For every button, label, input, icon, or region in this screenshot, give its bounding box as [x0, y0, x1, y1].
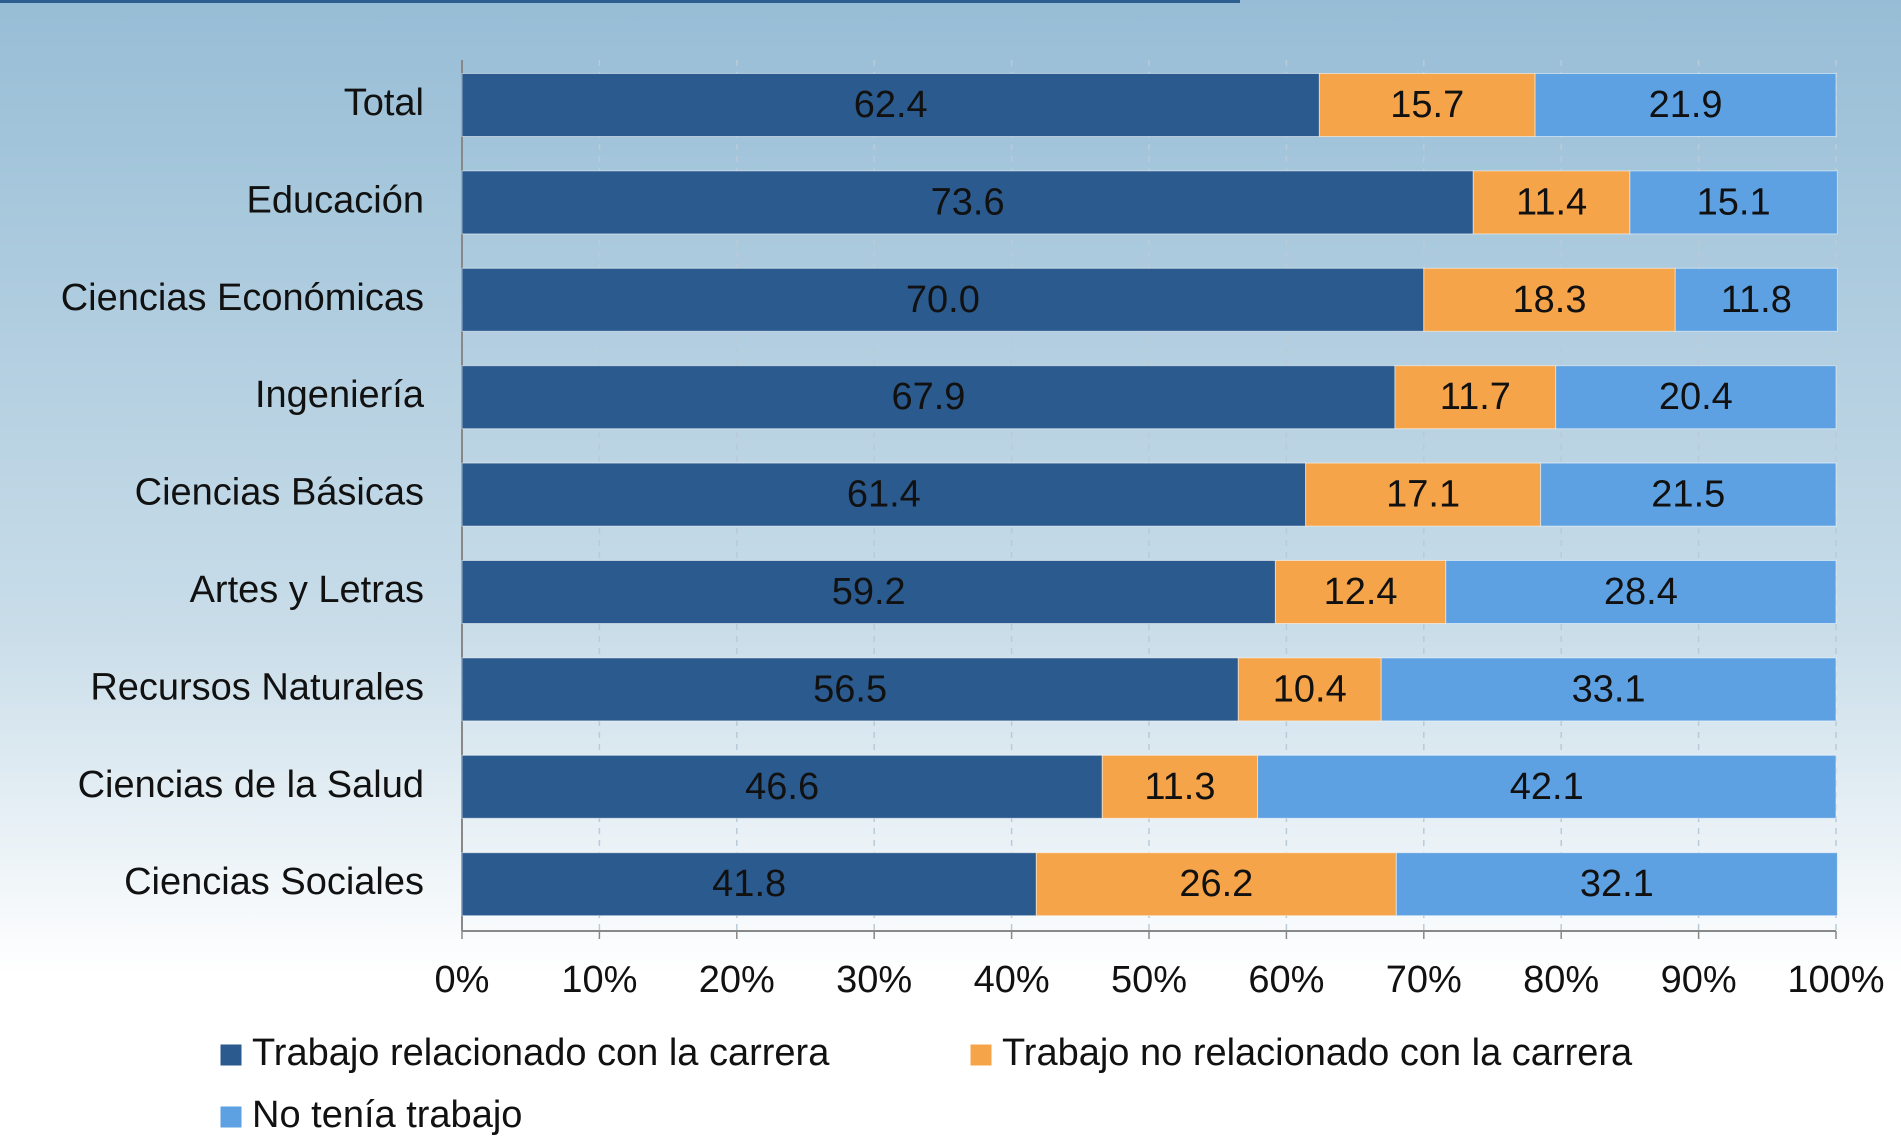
bar-segment — [1380, 657, 1837, 722]
x-tick-label: 70% — [1386, 959, 1462, 1001]
value-label: 10.4 — [1273, 668, 1347, 710]
x-tick-label: 10% — [561, 959, 637, 1001]
x-tick-label: 60% — [1248, 959, 1324, 1001]
bar-segment — [1305, 462, 1542, 527]
value-label: 61.4 — [847, 474, 921, 516]
bar-segment — [461, 365, 1396, 430]
y-tick-label: Ingeniería — [255, 374, 425, 416]
legend-swatch — [969, 1043, 993, 1067]
value-label: 11.3 — [1144, 766, 1215, 808]
value-label: 26.2 — [1179, 863, 1253, 905]
x-tick-label: 20% — [699, 959, 775, 1001]
value-label: 73.6 — [931, 181, 1005, 223]
bar-segment — [461, 267, 1425, 332]
bar-segment — [1101, 754, 1259, 819]
bar-segment — [1035, 852, 1397, 917]
value-label: 15.1 — [1697, 181, 1771, 223]
bar-segment — [461, 462, 1307, 527]
value-label: 33.1 — [1572, 668, 1646, 710]
y-tick-label: Educación — [247, 179, 424, 221]
value-label: 62.4 — [854, 84, 928, 126]
bar-segment — [1472, 170, 1631, 235]
value-label: 11.7 — [1440, 376, 1511, 418]
value-label: 32.1 — [1580, 863, 1654, 905]
bar-segment — [461, 852, 1037, 917]
y-tick-label: Total — [344, 82, 424, 124]
top-rule — [0, 0, 1240, 3]
value-label: 11.4 — [1516, 181, 1587, 223]
x-tick-label: 90% — [1661, 959, 1737, 1001]
value-label: 18.3 — [1513, 279, 1587, 321]
bar-segment — [461, 560, 1276, 624]
bar-segment — [1274, 560, 1447, 624]
x-tick-label: 50% — [1111, 959, 1187, 1001]
value-label: 17.1 — [1386, 474, 1460, 516]
x-tick-label: 30% — [836, 959, 912, 1001]
value-label: 21.9 — [1649, 84, 1723, 126]
bar-segment — [461, 657, 1239, 722]
bar-segment — [1445, 560, 1837, 624]
bar-segment — [1674, 267, 1838, 332]
bar-segment — [1318, 73, 1536, 137]
value-label: 42.1 — [1510, 766, 1584, 808]
value-label: 70.0 — [906, 279, 980, 321]
value-label: 21.5 — [1651, 474, 1725, 516]
bar-segment — [1540, 462, 1837, 527]
y-tick-label: Ciencias Económicas — [61, 277, 424, 319]
bar-segment — [1534, 73, 1837, 137]
value-label: 67.9 — [891, 376, 965, 418]
legend-label: No tenía trabajo — [252, 1094, 522, 1136]
bar-segment — [1423, 267, 1676, 332]
x-tick-label: 100% — [1787, 959, 1884, 1001]
y-tick-label: Artes y Letras — [190, 569, 424, 611]
y-tick-label: Ciencias de la Salud — [78, 764, 424, 806]
bar-segment — [1395, 852, 1838, 917]
bar-segment — [1629, 170, 1838, 235]
value-label: 11.8 — [1721, 279, 1792, 321]
value-label: 41.8 — [712, 863, 786, 905]
value-label: 46.6 — [745, 766, 819, 808]
y-tick-label: Ciencias Básicas — [135, 472, 424, 514]
x-tick-label: 40% — [974, 959, 1050, 1001]
legend-swatch — [219, 1043, 243, 1067]
bar-segment — [1555, 365, 1837, 430]
value-label: 59.2 — [832, 571, 906, 613]
bar-segment — [461, 754, 1103, 819]
value-label: 15.7 — [1390, 84, 1464, 126]
x-tick-label: 80% — [1523, 959, 1599, 1001]
legend-swatch — [219, 1105, 243, 1129]
legend-label: Trabajo relacionado con la carrera — [252, 1032, 830, 1074]
x-tick-label: 0% — [435, 959, 490, 1001]
bar-segment — [461, 170, 1474, 235]
legend-label: Trabajo no relacionado con la carrera — [1002, 1032, 1633, 1074]
value-label: 20.4 — [1659, 376, 1733, 418]
bar-segment — [1394, 365, 1557, 430]
value-label: 28.4 — [1604, 571, 1678, 613]
value-label: 12.4 — [1324, 571, 1398, 613]
y-tick-label: Recursos Naturales — [90, 666, 424, 708]
value-label: 56.5 — [813, 668, 887, 710]
bar-segment — [1237, 657, 1382, 722]
y-tick-label: Ciencias Sociales — [124, 861, 424, 903]
bar-segment — [1257, 754, 1837, 819]
